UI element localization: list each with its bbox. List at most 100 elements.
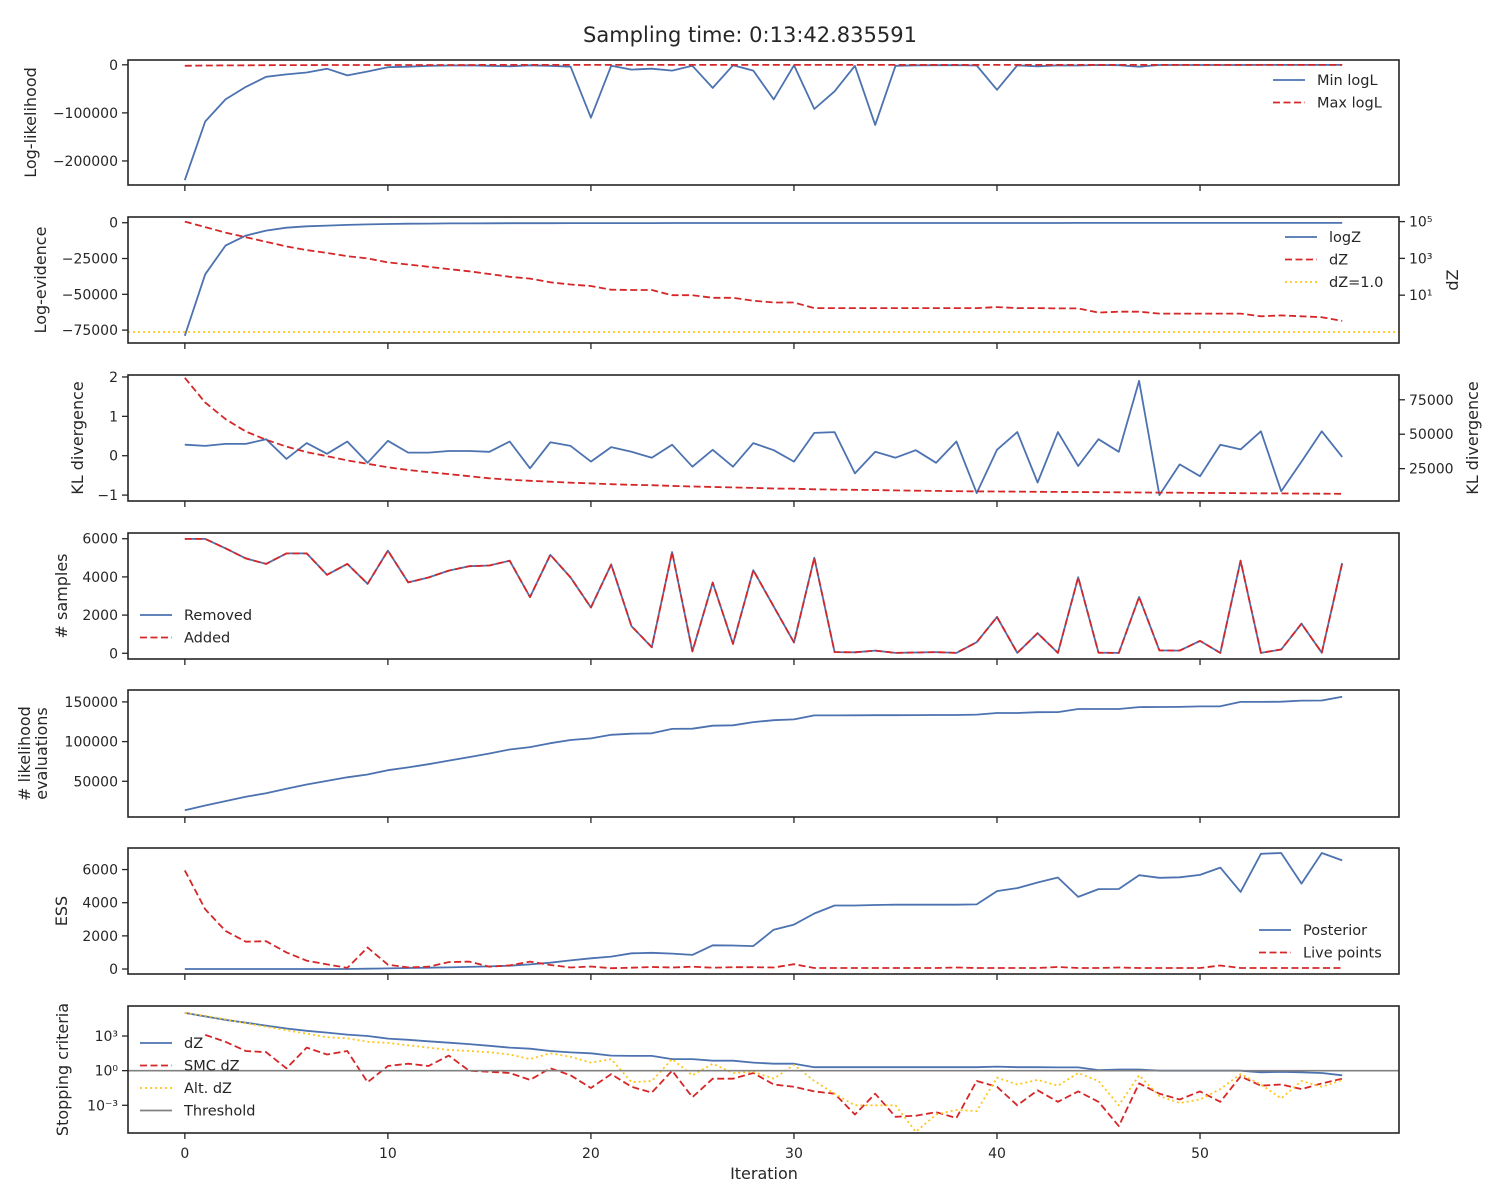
y-tick-label: 0 xyxy=(109,962,118,978)
panel-6: 6000 4000 2000 0 ESS Posterior Live points xyxy=(52,847,1400,980)
y-tick-label: 6000 xyxy=(82,863,118,879)
y2-tick-label: 75000 xyxy=(1409,393,1454,409)
series-line-min-logl xyxy=(183,64,1343,181)
legend: Min logL Max logL xyxy=(1273,73,1382,112)
y-axis-label: # samples xyxy=(52,554,71,639)
x-axis-label: Iteration xyxy=(730,1164,798,1183)
legend-label: Threshold xyxy=(183,1104,255,1120)
series-line-p3-2 xyxy=(184,377,1343,495)
legend-label: dZ xyxy=(1329,253,1348,269)
legend-label: Removed xyxy=(184,608,252,624)
y-axis-label: # likelihood xyxy=(15,706,34,801)
series-group xyxy=(184,852,1343,970)
y-tick-label: −200000 xyxy=(53,154,118,170)
y2-tick-label: 10¹ xyxy=(1409,288,1432,304)
y-tick-label: 6000 xyxy=(82,532,118,548)
legend-label: Posterior xyxy=(1303,923,1367,939)
legend-label: dZ xyxy=(184,1036,203,1052)
series-group xyxy=(184,377,1343,496)
legend: Removed Added xyxy=(140,608,252,647)
y-tick-label: 4000 xyxy=(82,896,118,912)
series-group xyxy=(183,64,1343,181)
y-tick-label: 10⁻³ xyxy=(87,1098,118,1114)
x-tick-label: 10 xyxy=(379,1146,397,1162)
series-line-dz xyxy=(184,1012,1343,1077)
y-axis-label: ESS xyxy=(52,896,71,926)
y-tick-label: 1 xyxy=(109,409,118,425)
series-line-logz xyxy=(183,222,1343,337)
x-tick-label: 0 xyxy=(180,1146,189,1162)
axes-frame xyxy=(127,532,1400,660)
panel-1: 0 −100000 −200000 Log-likelihood Min logL Max… xyxy=(21,58,1400,191)
y2-tick-label: 10⁵ xyxy=(1409,215,1432,231)
axes-frame xyxy=(127,216,1400,344)
legend-label: logZ xyxy=(1329,230,1361,246)
y-tick-label: 2 xyxy=(109,370,118,386)
legend-label: Min logL xyxy=(1317,73,1378,89)
x-tick-label: 50 xyxy=(1191,1146,1209,1162)
series-group xyxy=(128,220,1399,337)
x-tick-label: 20 xyxy=(582,1146,600,1162)
axes-frame xyxy=(127,847,1400,975)
y-tick-label: −1 xyxy=(97,488,118,504)
axes-frame xyxy=(127,59,1400,186)
y-axis-label: Log-likelihood xyxy=(21,67,40,178)
series-line-dz xyxy=(184,220,1343,322)
y2-tick-label: 50000 xyxy=(1409,427,1454,443)
legend-label: Live points xyxy=(1303,946,1382,962)
y-tick-label: 100000 xyxy=(65,735,118,751)
y-tick-label: 0 xyxy=(109,216,118,232)
series-line-smc-dz xyxy=(204,1034,1343,1127)
series-line-p3-1 xyxy=(184,380,1343,496)
y-tick-label: −75000 xyxy=(62,323,118,339)
legend-label: Alt. dZ xyxy=(184,1081,232,1097)
x-tick-label: 30 xyxy=(785,1146,803,1162)
y-tick-label: −25000 xyxy=(62,252,118,268)
y-tick-label: 4000 xyxy=(82,570,118,586)
y-tick-label: 10³ xyxy=(95,1029,118,1045)
y-axis-label-line2: evaluations xyxy=(32,707,51,800)
axes-frame xyxy=(127,689,1400,818)
y-axis-label: Stopping criteria xyxy=(53,1003,72,1136)
axes-frame xyxy=(127,1005,1400,1134)
series-line-removed xyxy=(184,538,1344,654)
series-line-added xyxy=(184,538,1344,654)
y2-tick-label: 10³ xyxy=(1409,251,1432,267)
y-tick-label: 10⁰ xyxy=(95,1064,119,1080)
y-axis-label: Log-evidence xyxy=(31,227,50,334)
y-tick-label: 50000 xyxy=(73,774,118,790)
y-tick-label: 2000 xyxy=(82,608,118,624)
y2-tick-label: 25000 xyxy=(1409,462,1454,478)
panel-2: 0 −25000 −50000 −75000 10⁵ 10³ 10¹ Log-evidence… xyxy=(31,215,1462,349)
legend: dZ SMC dZ Alt. dZ Threshold xyxy=(140,1036,255,1120)
panel-4: 6000 4000 2000 0 # samples Removed Added xyxy=(52,532,1400,665)
y-tick-label: 0 xyxy=(109,449,118,465)
series-line-max-logl xyxy=(184,64,1343,67)
legend: Posterior Live points xyxy=(1259,923,1382,962)
y2-axis-label: KL divergence xyxy=(1463,381,1482,494)
legend: logZ dZ dZ=1.0 xyxy=(1285,230,1383,291)
panel-3: 2 1 0 −1 25000 50000 75000 KL divergence KL dive… xyxy=(68,370,1482,507)
series-group xyxy=(184,695,1343,812)
y-tick-label: 150000 xyxy=(65,695,118,711)
axes-frame xyxy=(127,374,1400,502)
series-line-live-points xyxy=(184,869,1343,970)
y-axis-label: KL divergence xyxy=(68,381,87,494)
series-line-alt-dz xyxy=(184,1012,1343,1133)
chart-title: Sampling time: 0:13:42.835591 xyxy=(583,23,917,47)
y-tick-label: 0 xyxy=(109,646,118,662)
series-group xyxy=(128,1012,1399,1133)
x-tick-label: 40 xyxy=(988,1146,1006,1162)
legend-label: Added xyxy=(184,631,230,647)
y-tick-label: 0 xyxy=(109,58,118,74)
y-tick-label: −100000 xyxy=(53,106,118,122)
y-tick-label: 2000 xyxy=(82,929,118,945)
series-line-posterior xyxy=(184,852,1343,970)
series-line-p5-1 xyxy=(184,695,1343,812)
legend-label: Max logL xyxy=(1317,96,1382,112)
y-tick-label: −50000 xyxy=(62,287,118,303)
legend-label: dZ=1.0 xyxy=(1329,275,1383,291)
panel-7: 0 10 20 30 40 50 10³ 10⁰ 10⁻³ Stopping criteria dZ… xyxy=(53,1003,1400,1162)
